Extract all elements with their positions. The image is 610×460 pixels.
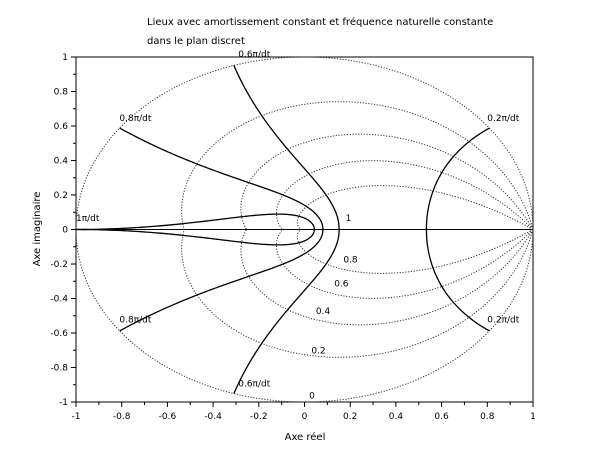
axes: -1 -0.8 -0.6 -0.4 -0.2 0 0.2 0.4 0.6 0.8 1 -1 -0.8 -0… xyxy=(50,53,535,422)
damping-label: 0.4 xyxy=(316,307,331,317)
frequency-curve-upper xyxy=(425,127,490,230)
frequency-label: 0.2π/dt xyxy=(487,114,519,124)
damping-curve-lower xyxy=(75,229,534,403)
y-tick-label: 0 xyxy=(62,226,68,236)
damping-label: 0.6 xyxy=(334,279,349,289)
x-tick-label: -0.6 xyxy=(159,412,177,422)
frequency-label: 0.2π/dt xyxy=(487,316,519,326)
frequency-label: 0.6π/dt xyxy=(238,50,270,60)
y-tick-label: 0.8 xyxy=(54,88,69,98)
chart-title-line-2: dans le plan discret xyxy=(147,36,245,47)
damping-curve-upper xyxy=(181,101,534,230)
y-tick-label: -0.8 xyxy=(50,364,68,374)
x-tick-label: -0.2 xyxy=(250,412,268,422)
curve-labels: 1 0.8 0.6 0.4 0.2 0 0.2π/dt 0.2π/dt 0.6π/dt 0.6π/… xyxy=(76,50,520,402)
y-tick-label: 0.4 xyxy=(54,157,69,167)
frequency-label: 1π/dt xyxy=(76,214,100,224)
damping-curve-upper xyxy=(240,133,534,230)
y-axis-label: Axe imaginaire xyxy=(32,192,43,267)
frequency-curve-upper xyxy=(119,127,324,230)
frequency-curve-lower xyxy=(119,229,324,332)
damping-curve-upper xyxy=(296,185,534,230)
frequency-label: 0.8π/dt xyxy=(119,114,151,124)
y-tick-label: 0.2 xyxy=(54,191,68,201)
frequency-curve-lower xyxy=(425,229,490,332)
x-tick-label: 0.8 xyxy=(480,412,495,422)
chart-title-line-1: Lieux avec amortissement constant et fré… xyxy=(147,16,493,28)
x-tick-label: 0 xyxy=(302,412,308,422)
damping-label: 1 xyxy=(346,214,352,224)
x-tick-label: 0.2 xyxy=(343,412,357,422)
frequency-label: 0.6π/dt xyxy=(238,379,270,389)
y-tick-label: 1 xyxy=(62,53,68,63)
x-tick-label: 0.6 xyxy=(434,412,449,422)
x-tick-label: -0.8 xyxy=(113,412,131,422)
frequency-curve-lower xyxy=(233,229,340,394)
frequency-label: 0.8π/dt xyxy=(119,316,151,326)
y-tick-label: -1 xyxy=(59,398,68,408)
damping-curve-upper xyxy=(75,56,534,230)
y-tick-label: 0.6 xyxy=(54,122,69,132)
damping-curve-upper xyxy=(275,160,534,230)
frequency-curve-lower xyxy=(75,228,316,246)
damping-curves xyxy=(75,56,534,403)
damping-label: 0 xyxy=(309,392,315,402)
y-tick-label: -0.6 xyxy=(50,329,68,339)
frequency-curve-upper xyxy=(75,213,316,231)
damping-curve-lower xyxy=(296,229,534,274)
x-tick-label: 0.4 xyxy=(389,412,404,422)
x-tick-label: -1 xyxy=(72,412,81,422)
x-tick-label: 1 xyxy=(530,412,536,422)
frequency-curve-upper xyxy=(233,65,340,230)
y-tick-label: -0.2 xyxy=(50,260,68,270)
frequency-curves xyxy=(75,65,490,394)
x-tick-label: -0.4 xyxy=(204,412,222,422)
damping-label: 0.8 xyxy=(343,255,358,265)
damping-curve-lower xyxy=(275,229,534,299)
y-tick-label: -0.4 xyxy=(50,295,68,305)
damping-curve-lower xyxy=(181,229,534,358)
damping-curve-lower xyxy=(240,229,534,326)
damping-label: 0.2 xyxy=(311,347,325,357)
x-axis-label: Axe réel xyxy=(285,431,326,443)
